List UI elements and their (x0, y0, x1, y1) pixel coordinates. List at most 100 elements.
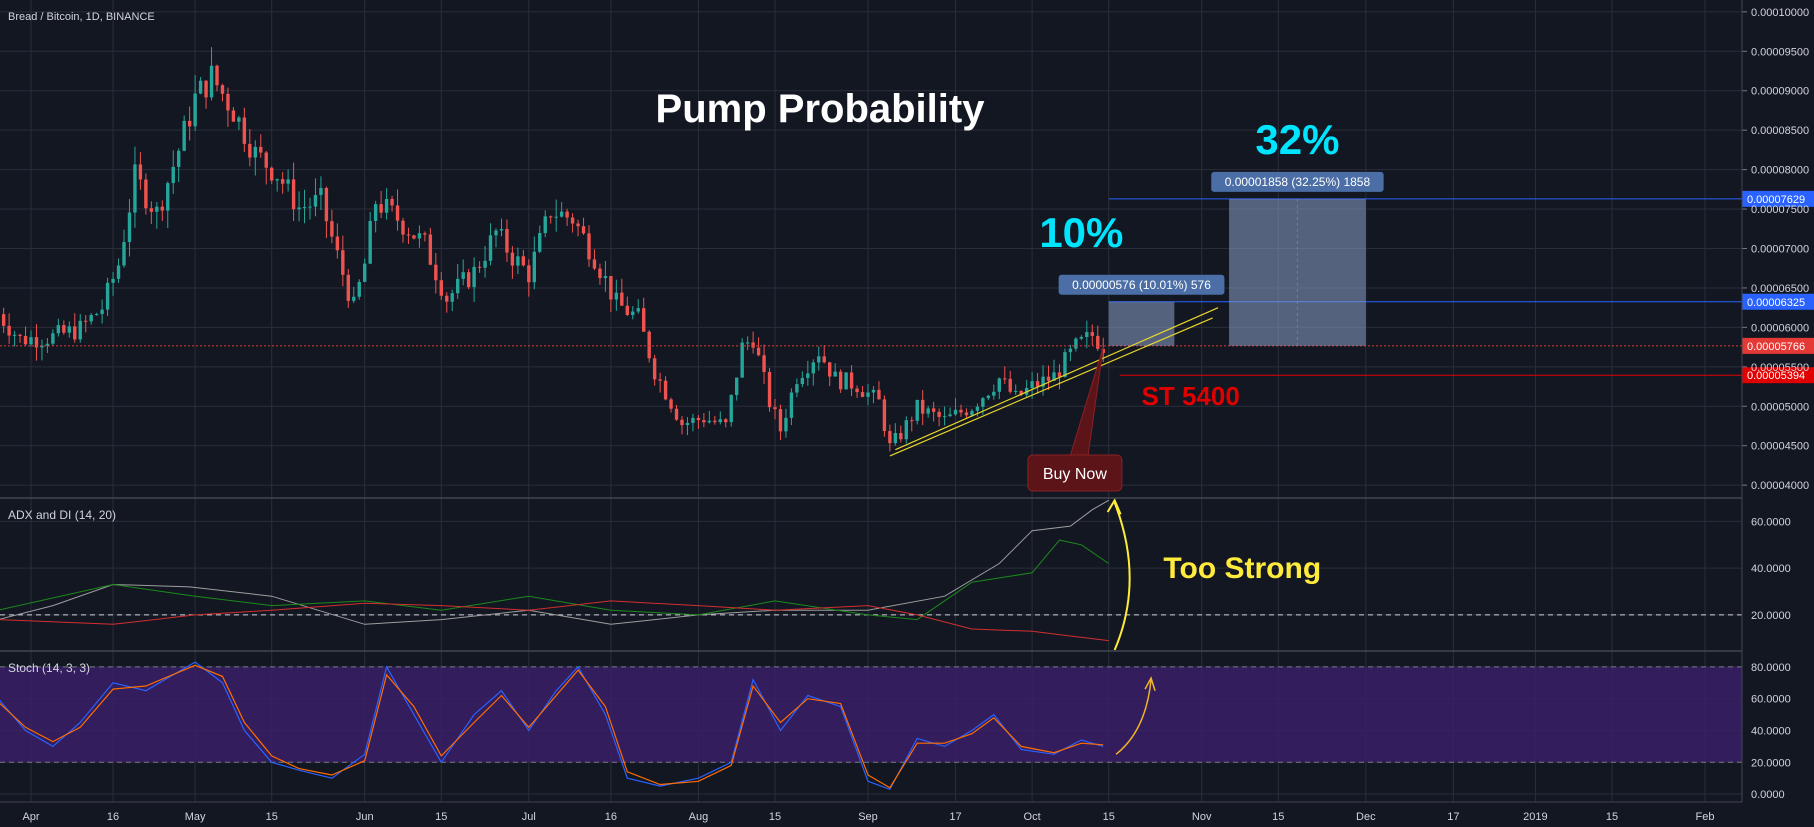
candle-body[interactable] (800, 377, 805, 385)
candle-body[interactable] (942, 416, 947, 418)
candle-body[interactable] (456, 278, 460, 294)
candle-body[interactable] (1008, 378, 1012, 392)
candle-body[interactable] (554, 216, 558, 218)
candle-body[interactable] (395, 205, 400, 221)
candle-body[interactable] (849, 372, 854, 389)
candle-body[interactable] (270, 167, 274, 181)
price-series[interactable] (0, 47, 1105, 452)
candle-body[interactable] (642, 308, 646, 332)
candle-body[interactable] (144, 179, 148, 209)
candle-body[interactable] (910, 420, 914, 422)
candle-body[interactable] (658, 379, 662, 381)
candle-body[interactable] (193, 93, 197, 127)
candle-body[interactable] (237, 117, 241, 122)
candle-body[interactable] (663, 380, 668, 400)
candle-body[interactable] (707, 420, 712, 423)
candle-body[interactable] (948, 414, 952, 417)
candle-body[interactable] (565, 211, 569, 218)
candle-body[interactable] (904, 420, 908, 440)
candle-body[interactable] (363, 263, 367, 282)
candle-body[interactable] (406, 234, 411, 236)
candle-body[interactable] (116, 265, 121, 279)
candle-body[interactable] (745, 342, 750, 344)
candle-body[interactable] (1046, 376, 1051, 381)
candle-body[interactable] (297, 207, 301, 210)
candle-body[interactable] (795, 384, 799, 393)
trend-channel-line[interactable] (895, 307, 1219, 451)
candle-body[interactable] (981, 398, 985, 407)
candle-body[interactable] (505, 228, 509, 253)
candle-body[interactable] (521, 256, 526, 266)
candle-body[interactable] (1068, 348, 1073, 353)
candle-body[interactable] (620, 292, 624, 306)
candle-body[interactable] (871, 389, 876, 393)
candle-body[interactable] (838, 371, 843, 390)
candle-body[interactable] (625, 305, 629, 316)
candle-body[interactable] (215, 65, 219, 86)
candle-body[interactable] (1079, 336, 1084, 339)
candle-body[interactable] (379, 204, 383, 213)
candle-body[interactable] (685, 422, 690, 426)
candle-body[interactable] (532, 251, 536, 283)
candle-body[interactable] (702, 420, 706, 423)
candle-body[interactable] (7, 325, 11, 336)
candle-body[interactable] (445, 295, 449, 302)
candle-body[interactable] (1014, 390, 1018, 392)
candle-body[interactable] (488, 235, 493, 261)
candle-body[interactable] (160, 206, 164, 211)
candle-body[interactable] (248, 143, 252, 158)
candle-body[interactable] (1057, 372, 1062, 377)
candle-body[interactable] (833, 371, 837, 377)
candle-body[interactable] (926, 408, 930, 414)
candle-body[interactable] (280, 179, 285, 184)
candle-body[interactable] (177, 150, 181, 167)
candle-body[interactable] (592, 259, 597, 269)
candle-body[interactable] (231, 110, 236, 122)
candle-body[interactable] (330, 221, 334, 237)
candle-body[interactable] (494, 230, 498, 236)
candle-body[interactable] (729, 395, 733, 423)
candle-body[interactable] (806, 373, 810, 378)
candle-body[interactable] (986, 395, 991, 399)
candle-body[interactable] (417, 233, 422, 239)
candle-body[interactable] (428, 234, 433, 265)
candle-body[interactable] (740, 342, 744, 378)
candle-body[interactable] (1030, 381, 1034, 388)
candle-body[interactable] (724, 419, 728, 423)
candle-body[interactable] (543, 216, 547, 234)
candle-body[interactable] (56, 325, 61, 334)
candle-body[interactable] (888, 431, 892, 444)
candle-body[interactable] (822, 356, 826, 363)
candle-body[interactable] (368, 220, 372, 264)
candle-body[interactable] (412, 235, 416, 239)
candle-body[interactable] (773, 407, 777, 410)
candle-body[interactable] (94, 314, 99, 316)
candle-body[interactable] (1003, 378, 1007, 380)
candle-body[interactable] (631, 311, 635, 316)
candle-body[interactable] (133, 164, 137, 213)
candle-body[interactable] (286, 179, 290, 184)
candle-body[interactable] (778, 409, 783, 432)
candle-body[interactable] (893, 433, 898, 444)
candle-body[interactable] (696, 417, 701, 421)
buy-now-box[interactable] (1027, 454, 1123, 492)
candle-body[interactable] (866, 392, 870, 397)
candle-body[interactable] (40, 345, 44, 348)
candle-body[interactable] (253, 146, 257, 158)
candle-body[interactable] (18, 334, 22, 336)
candle-body[interactable] (931, 408, 936, 412)
candle-body[interactable] (73, 326, 77, 340)
candle-body[interactable] (209, 65, 214, 98)
candle-body[interactable] (373, 204, 378, 221)
candle-body[interactable] (291, 179, 296, 210)
candle-body[interactable] (384, 199, 389, 213)
candle-body[interactable] (1090, 332, 1094, 336)
candle-body[interactable] (198, 80, 203, 94)
candle-body[interactable] (1074, 338, 1078, 349)
candle-body[interactable] (166, 183, 170, 211)
candle-body[interactable] (877, 389, 881, 400)
candle-body[interactable] (187, 120, 192, 127)
candle-body[interactable] (899, 433, 903, 440)
candle-body[interactable] (538, 233, 542, 252)
candle-body[interactable] (439, 280, 443, 296)
